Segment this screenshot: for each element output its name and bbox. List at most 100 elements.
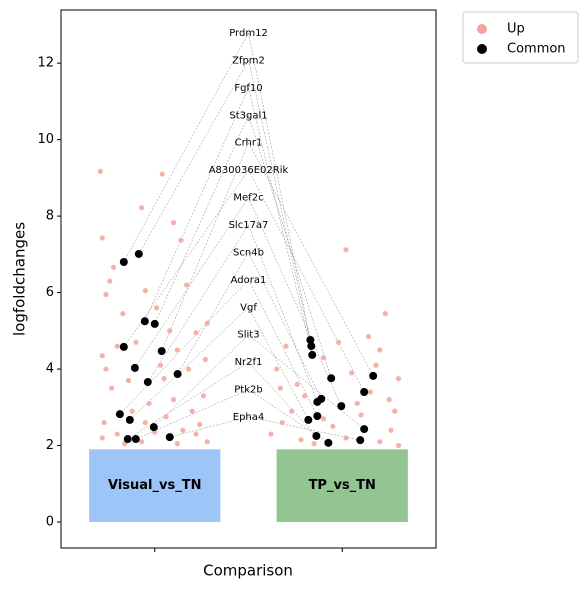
legend-marker	[477, 44, 487, 54]
common-point	[165, 433, 174, 442]
common-point	[157, 347, 166, 356]
up-point	[289, 408, 295, 414]
category-bar	[276, 449, 408, 522]
common-point	[356, 436, 365, 445]
up-point	[358, 412, 364, 418]
legend-label: Common	[507, 42, 566, 57]
up-point	[180, 427, 186, 433]
common-point	[312, 431, 321, 440]
common-point	[130, 363, 139, 372]
category-label: Visual_vs_TN	[108, 478, 201, 493]
connector	[153, 334, 249, 428]
up-point	[320, 416, 327, 422]
legend-box	[462, 11, 579, 64]
up-point	[283, 343, 289, 349]
connector	[123, 32, 249, 263]
common-point	[125, 415, 134, 424]
up-point	[109, 385, 115, 391]
up-point	[349, 370, 355, 376]
up-point	[114, 343, 120, 349]
up-point	[161, 376, 167, 382]
up-point	[204, 439, 210, 445]
up-point	[174, 347, 180, 353]
y-tick-label: 0	[46, 514, 54, 529]
connector	[248, 279, 318, 417]
y-tick-label: 6	[46, 285, 54, 300]
connector	[248, 361, 317, 437]
common-point	[119, 257, 128, 266]
up-point	[279, 419, 285, 426]
connector	[154, 115, 249, 325]
common-point	[131, 435, 140, 444]
connector	[248, 197, 342, 407]
up-point	[274, 366, 280, 372]
up-point	[170, 219, 177, 226]
gene-label: Nr2f1	[235, 357, 263, 368]
up-point	[200, 393, 207, 399]
up-point	[204, 320, 210, 326]
up-point	[335, 339, 342, 345]
up-point	[302, 393, 308, 399]
common-point	[115, 410, 124, 419]
up-point	[99, 435, 105, 441]
connector	[119, 279, 249, 415]
common-point	[337, 402, 346, 411]
common-point	[327, 374, 336, 383]
up-point	[146, 400, 152, 407]
connector	[147, 224, 249, 383]
gene-label: Epha4	[233, 412, 265, 423]
up-point	[392, 408, 398, 414]
legend-label: Up	[507, 22, 525, 37]
common-point	[324, 438, 333, 447]
gene-label: Mef2c	[233, 193, 263, 204]
common-point	[143, 378, 152, 387]
up-point	[170, 397, 177, 403]
gene-label: Vgf	[240, 302, 257, 313]
connector	[248, 334, 365, 430]
common-point	[360, 425, 369, 434]
common-point	[369, 371, 378, 380]
common-point	[134, 249, 143, 258]
up-point	[382, 311, 388, 317]
legend: Up Common	[462, 11, 579, 64]
up-point	[298, 437, 304, 443]
x-axis-label: Comparison	[203, 562, 293, 580]
up-point	[163, 414, 169, 420]
up-point	[377, 347, 383, 353]
up-point	[103, 291, 109, 298]
y-tick-label: 4	[46, 362, 54, 377]
common-point	[149, 423, 158, 432]
connector	[134, 197, 249, 369]
up-point	[277, 385, 283, 391]
connector	[248, 252, 322, 399]
common-point	[308, 350, 317, 359]
up-point	[388, 427, 394, 433]
connector	[129, 307, 249, 421]
up-point	[268, 431, 274, 437]
up-point	[395, 442, 402, 449]
up-point	[185, 366, 192, 372]
y-tick-label: 12	[37, 56, 54, 71]
up-point	[139, 205, 145, 211]
up-point	[330, 423, 336, 430]
gene-label: Scn4b	[233, 247, 264, 258]
common-point	[317, 394, 326, 403]
up-point	[343, 435, 349, 441]
up-point	[174, 441, 180, 447]
connector	[169, 416, 249, 438]
connector	[248, 224, 318, 403]
gene-label: Ptk2b	[234, 385, 262, 396]
up-point	[133, 339, 139, 345]
up-point	[377, 439, 383, 445]
up-point	[373, 362, 379, 368]
common-point	[119, 342, 128, 351]
y-axis-label: logfoldchanges	[11, 222, 29, 336]
y-tick-label: 8	[46, 209, 54, 224]
connector	[177, 252, 249, 375]
up-point	[103, 366, 109, 372]
up-point	[193, 431, 199, 437]
y-tick-label: 10	[37, 132, 54, 147]
common-point	[313, 412, 322, 421]
up-point	[354, 400, 360, 407]
